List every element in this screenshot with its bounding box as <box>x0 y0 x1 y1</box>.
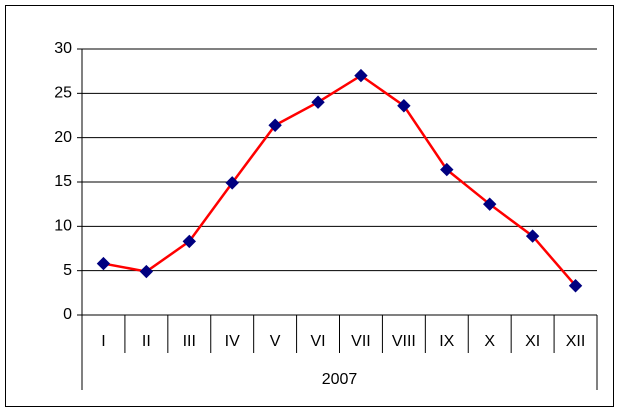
data-point <box>354 68 368 83</box>
y-tick-label: 25 <box>54 85 72 102</box>
data-point <box>311 95 325 109</box>
data-point <box>139 264 154 279</box>
data-point <box>182 234 196 249</box>
x-tick-label: VIII <box>392 333 416 350</box>
x-tick-label: XI <box>525 333 540 350</box>
y-tick-label: 20 <box>54 129 72 146</box>
y-tick-label: 0 <box>63 306 72 323</box>
x-tick-label: II <box>142 333 151 350</box>
data-point <box>440 162 454 177</box>
data-point <box>268 118 282 132</box>
category-group-label: 2007 <box>322 371 358 388</box>
x-tick-label: I <box>101 333 105 350</box>
x-tick-label: IV <box>225 333 240 350</box>
y-tick-label: 15 <box>54 173 72 190</box>
x-tick-label: VI <box>310 333 325 350</box>
x-tick-label: X <box>484 333 495 350</box>
data-point <box>483 197 497 211</box>
y-tick-label: 30 <box>54 40 72 57</box>
x-tick-label: VII <box>351 333 371 350</box>
y-tick-label: 10 <box>54 218 72 235</box>
data-point <box>568 279 583 293</box>
data-line <box>103 74 577 287</box>
data-point <box>397 99 411 113</box>
x-tick-label: III <box>183 333 196 350</box>
data-point <box>96 256 111 271</box>
x-tick-label: IX <box>439 333 454 350</box>
y-tick-label: 5 <box>63 262 72 279</box>
chart-border <box>5 5 614 407</box>
x-tick-label: V <box>270 333 281 350</box>
data-point <box>525 229 540 243</box>
x-tick-label: XII <box>566 333 586 350</box>
data-point <box>225 176 239 190</box>
